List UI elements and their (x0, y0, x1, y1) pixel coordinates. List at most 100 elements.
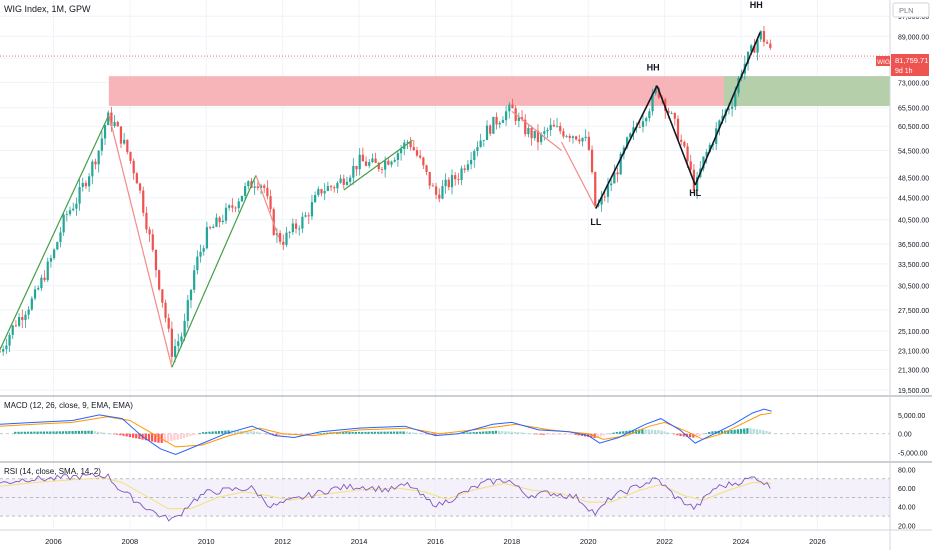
macd-histogram-bar (482, 431, 485, 434)
candle-body (307, 215, 310, 217)
candle-body (543, 131, 546, 134)
macd-histogram-bar (386, 431, 389, 434)
time-tick-label: 2010 (198, 537, 215, 546)
candle-body (466, 164, 470, 170)
price-tick-label: 23,100.00 (898, 348, 929, 355)
candle-body (450, 175, 454, 188)
candle-body (476, 146, 479, 152)
candle-body (266, 187, 269, 197)
candle-body (428, 171, 431, 186)
candle-body (409, 141, 412, 148)
macd-histogram-bar (478, 431, 482, 434)
candle-body (447, 179, 450, 188)
candle-body (240, 195, 244, 202)
candle-body (454, 175, 457, 180)
candle-body (422, 157, 425, 166)
candle-body (14, 325, 18, 327)
candle-body (533, 130, 536, 139)
macd-histogram-bar (676, 433, 679, 436)
candle-body (65, 214, 68, 215)
macd-histogram-bar (507, 431, 510, 434)
macd-histogram-bar (112, 433, 116, 435)
macd-histogram-bar (96, 431, 100, 434)
macd-histogram-bar (176, 433, 179, 440)
macd-histogram-bar (762, 430, 765, 434)
candle-body (667, 110, 670, 114)
macd-histogram-bar (316, 433, 319, 435)
macd-histogram-bar (625, 430, 628, 434)
macd-histogram-bar (377, 431, 380, 434)
macd-histogram-bar (424, 433, 428, 435)
candle-body (482, 140, 485, 141)
macd-histogram-bar (122, 433, 125, 436)
candle-body (161, 289, 164, 303)
macd-title[interactable]: MACD (12, 26, close, 9, EMA, EMA) (4, 401, 133, 410)
macd-histogram-bar (653, 429, 657, 434)
macd-histogram-bar (755, 429, 759, 434)
candle-body (0, 351, 2, 353)
candle-body (590, 149, 594, 173)
macd-histogram-bar (61, 431, 65, 434)
candle-body (78, 186, 81, 204)
macd-histogram-bar (103, 432, 106, 434)
candle-body (501, 120, 505, 123)
macd-histogram-bar (74, 431, 77, 434)
candle-body (641, 121, 645, 127)
macd-histogram-bar (14, 431, 17, 434)
candle-body (323, 190, 326, 194)
candle-body (173, 346, 177, 357)
candle-body (559, 125, 562, 132)
macd-histogram-bar (186, 433, 189, 437)
currency-label: PLN (899, 6, 914, 15)
macd-histogram-bar (166, 433, 170, 442)
macd-histogram-bar (259, 432, 262, 434)
candle-body (298, 228, 301, 230)
macd-histogram-bar (189, 433, 192, 436)
time-tick-label: 2014 (351, 537, 368, 546)
candle-body (113, 122, 116, 127)
macd-histogram-bar (233, 430, 237, 434)
macd-histogram-bar (497, 430, 501, 434)
candle-body (511, 104, 514, 109)
macd-histogram-bar (265, 433, 268, 435)
macd-histogram-bar (275, 433, 278, 436)
symbol-title[interactable]: WIG Index, 1M, GPW (4, 4, 91, 14)
macd-histogram-bar (52, 431, 55, 434)
ticker-badge (876, 56, 890, 66)
candle-body (686, 146, 689, 162)
macd-histogram-bar (533, 433, 536, 435)
macd-histogram-bar (195, 433, 198, 435)
rsi-title[interactable]: RSI (14, close, SMA, 14, 2) (4, 467, 101, 476)
macd-histogram-bar (90, 430, 93, 434)
candle-body (463, 168, 466, 170)
macd-histogram-bar (599, 433, 603, 437)
candle-body (62, 214, 65, 233)
candle-body (670, 112, 673, 114)
currency-box[interactable] (892, 2, 930, 18)
candle-body (317, 189, 320, 196)
macd-histogram-bar (736, 429, 739, 434)
macd-histogram-bar (666, 432, 669, 434)
trendlines (0, 32, 890, 368)
candle-body (339, 178, 342, 183)
macd-histogram-bar (17, 431, 20, 434)
macd-histogram-bar (322, 432, 326, 434)
candle-body (132, 160, 135, 174)
macd-histogram-bar (692, 433, 695, 438)
candle-body (320, 189, 323, 194)
candle-body (68, 210, 72, 215)
macd-histogram-bar (631, 430, 634, 434)
candle-body (759, 31, 762, 40)
macd-histogram-bar (20, 431, 23, 434)
macd-histogram-bar (673, 433, 676, 435)
macd-histogram-bar (765, 430, 768, 434)
trendline-black (595, 85, 658, 209)
macd-tick-label: -5,000.00 (898, 451, 928, 458)
macd-signal-line (0, 412, 772, 448)
candle-body (680, 139, 683, 142)
candle-body (434, 186, 438, 195)
candle-body (568, 136, 571, 138)
macd-tick-label: 0.00 (898, 432, 912, 439)
candle-body (610, 183, 613, 186)
